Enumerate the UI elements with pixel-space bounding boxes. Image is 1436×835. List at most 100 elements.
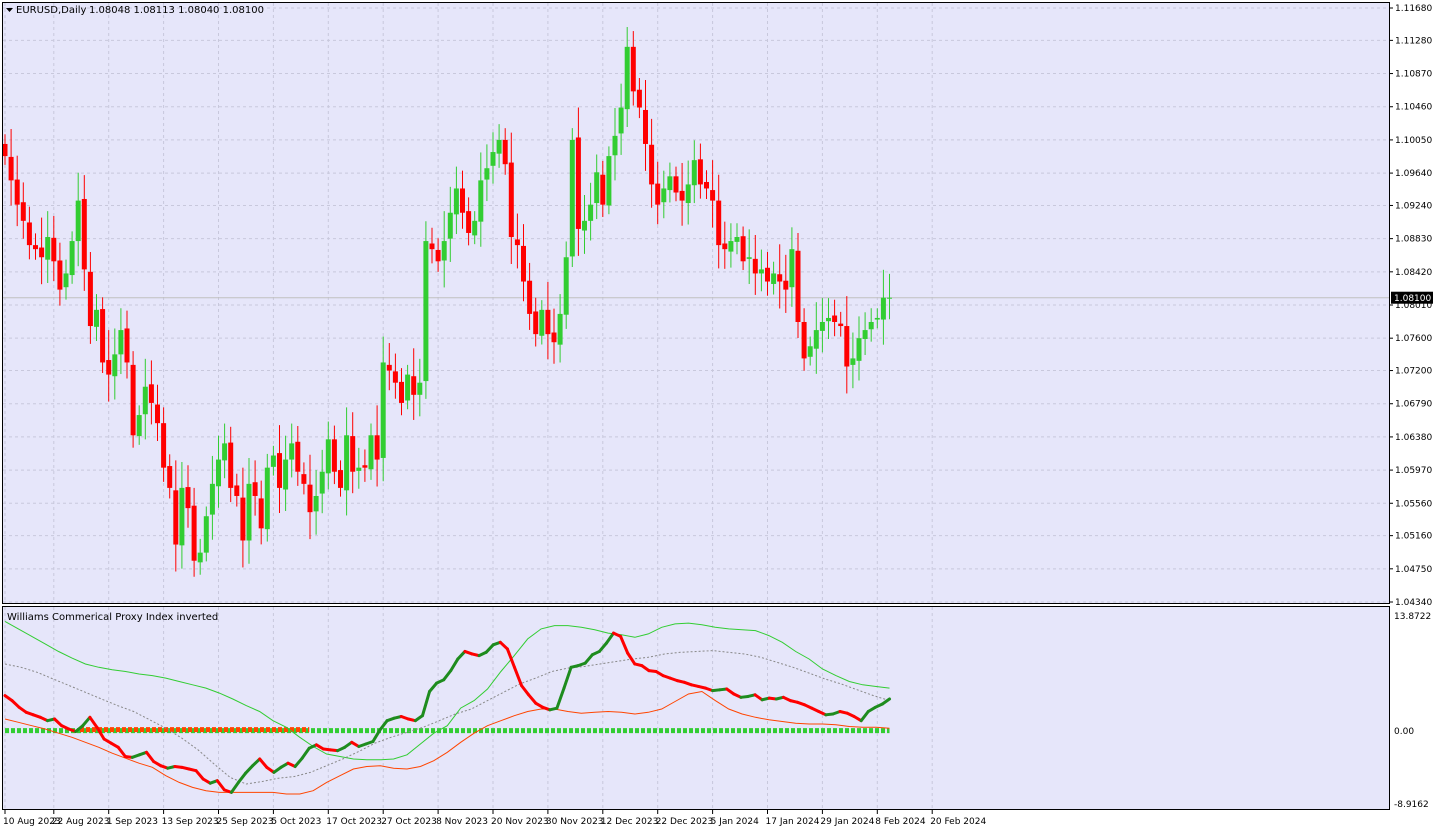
candle <box>124 310 130 379</box>
candle <box>277 425 282 514</box>
candle <box>673 166 679 202</box>
cpi-line-segment <box>215 779 226 792</box>
candle-body <box>880 297 886 320</box>
cpi-line-segment <box>456 649 467 661</box>
candle-body <box>618 107 624 134</box>
price-tick-label: 1.10050 <box>1395 136 1432 146</box>
candle <box>264 453 270 542</box>
candle <box>685 160 691 225</box>
candle <box>545 281 551 360</box>
candle <box>87 251 93 344</box>
candle-body <box>313 495 319 512</box>
time-axis-background <box>0 810 1436 832</box>
cpi-line-segment <box>229 780 241 794</box>
candle <box>423 221 429 399</box>
chart-header[interactable]: EURUSD,Daily 1.08048 1.08113 1.08040 1.0… <box>6 5 264 16</box>
time-tick-label: 30 Nov 2023 <box>546 817 604 827</box>
candle <box>240 467 246 568</box>
candle <box>441 211 447 288</box>
candle-body <box>63 273 69 288</box>
candle <box>185 465 191 528</box>
cpi-line-segment <box>371 728 382 743</box>
cpi-line-segment <box>53 717 64 728</box>
candle-body <box>728 241 734 252</box>
candle <box>179 461 185 569</box>
candle <box>777 244 783 309</box>
candle <box>655 161 661 225</box>
candle-body <box>856 338 862 361</box>
candle <box>600 160 606 218</box>
candle <box>484 144 490 202</box>
indicator-lines <box>3 620 891 795</box>
candle <box>862 312 868 356</box>
candle <box>887 273 892 320</box>
candle-body <box>844 326 850 367</box>
candle <box>880 269 886 345</box>
candle-body <box>100 309 106 363</box>
candle-body <box>338 470 343 488</box>
candle <box>783 254 789 313</box>
candle <box>557 294 563 363</box>
candle <box>838 311 844 337</box>
cpi-line-segment <box>10 699 21 709</box>
candle <box>295 425 301 486</box>
candle-body <box>142 386 148 415</box>
candle-body <box>301 474 307 484</box>
candle-body <box>325 439 331 474</box>
cpi-line-segment <box>81 715 92 728</box>
candle-body <box>258 498 264 529</box>
time-tick-label: 12 Dec 2023 <box>601 817 659 827</box>
candle <box>100 297 106 374</box>
candle-body <box>161 423 167 468</box>
symbol-dropdown-icon[interactable] <box>6 8 13 12</box>
candle <box>472 211 478 245</box>
candle-body <box>594 172 600 204</box>
candle <box>69 231 75 284</box>
indicator-panel-frame <box>2 606 1390 810</box>
candle <box>856 316 862 381</box>
candle-body <box>51 237 57 262</box>
candle <box>624 27 630 128</box>
candle <box>533 297 539 347</box>
cpi-line-segment <box>505 647 516 669</box>
cpi-line-segment <box>95 725 106 741</box>
candle-body <box>87 271 93 327</box>
price-tick-label: 1.06380 <box>1395 433 1432 443</box>
candle <box>789 227 795 307</box>
candle-body <box>643 109 648 144</box>
candle-body <box>39 247 45 258</box>
candle <box>460 170 465 229</box>
candle-body <box>679 190 685 201</box>
candle-body <box>630 46 636 92</box>
candle-body <box>734 237 740 242</box>
candle-body <box>478 180 484 222</box>
candle <box>490 132 496 184</box>
price-tick-label: 1.08830 <box>1395 235 1432 245</box>
candle <box>307 454 313 540</box>
candle-body <box>453 188 459 215</box>
candle <box>380 336 386 482</box>
candle-body <box>807 346 813 357</box>
candle <box>758 249 764 292</box>
candle <box>301 462 307 495</box>
price-tick-label: 1.04340 <box>1395 598 1432 608</box>
candle-body <box>2 143 8 157</box>
candle-body <box>783 280 789 290</box>
candle <box>722 221 728 269</box>
candle-body <box>124 328 130 363</box>
indicator-panel-background <box>2 607 1390 810</box>
price-axis-background <box>1390 2 1436 810</box>
candle-body <box>94 309 99 327</box>
candle <box>203 506 209 562</box>
time-tick-label: 10 Aug 2023 <box>3 817 61 827</box>
candle <box>20 182 26 239</box>
candle-body <box>490 152 496 166</box>
candle <box>26 206 32 260</box>
candle-body <box>118 330 124 355</box>
candle <box>496 124 502 168</box>
candle-body <box>704 181 709 189</box>
candle-body <box>173 490 179 545</box>
candle-body <box>887 297 892 299</box>
cpi-line-segment <box>378 719 389 732</box>
